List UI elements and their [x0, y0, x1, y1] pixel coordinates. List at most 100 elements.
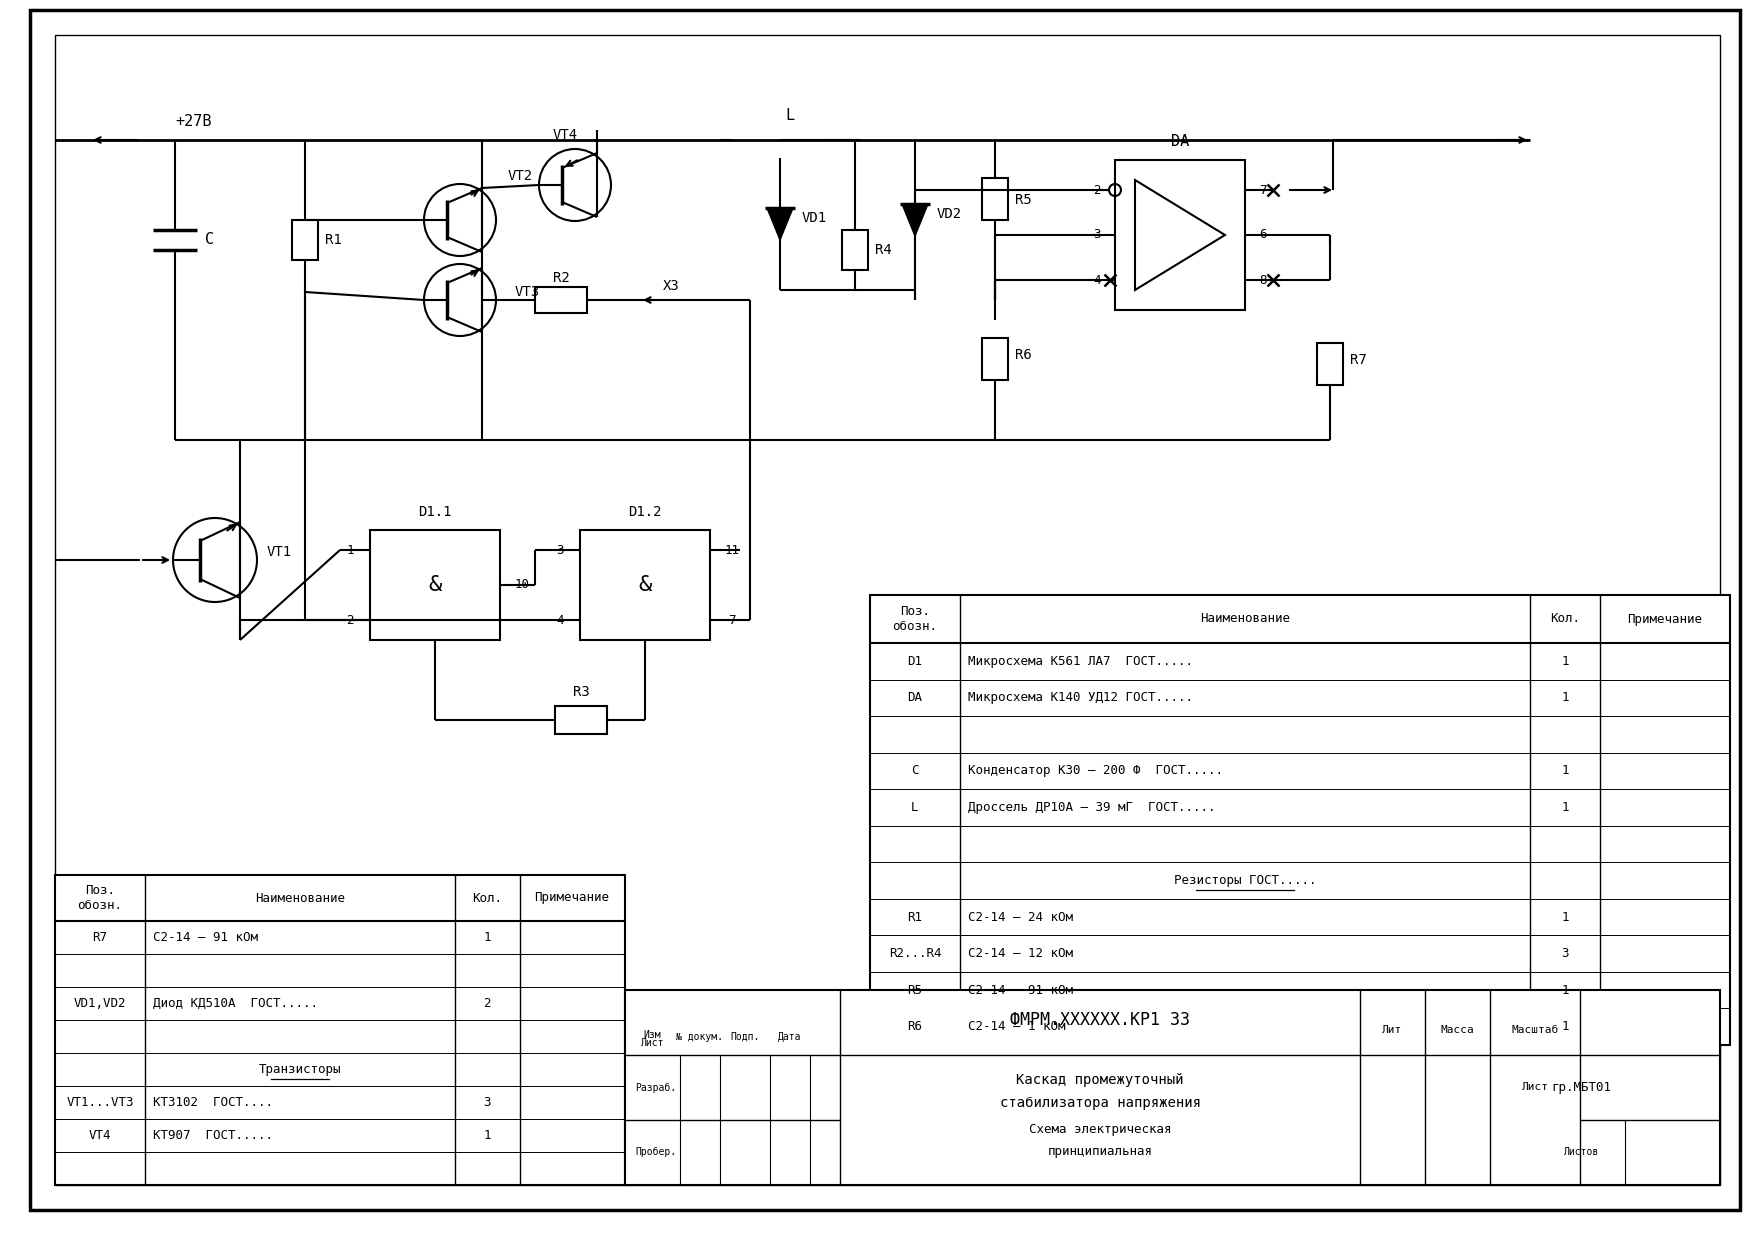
Text: № докум.: № докум. [677, 1032, 723, 1042]
Text: 3: 3 [556, 543, 563, 557]
Text: VD1: VD1 [802, 211, 828, 224]
Text: 1: 1 [1561, 692, 1568, 704]
Bar [982, 179, 1009, 219]
Bar [624, 990, 1721, 1185]
Text: &: & [428, 575, 442, 595]
Text: 6: 6 [1259, 228, 1266, 242]
Text: 1: 1 [1561, 801, 1568, 813]
Text: ФМРМ.ХXXXXX.КР1 ЗЗ: ФМРМ.ХXXXXX.КР1 ЗЗ [1010, 1011, 1189, 1029]
Text: Лист: Лист [640, 1038, 663, 1048]
Text: 1: 1 [1561, 983, 1568, 997]
Text: Примечание: Примечание [535, 892, 609, 904]
Text: Диод КД510А  ГОСТ.....: Диод КД510А ГОСТ..... [153, 997, 317, 1011]
Text: Транзисторы: Транзисторы [260, 1063, 342, 1076]
Text: 3: 3 [1093, 228, 1102, 242]
Text: 1: 1 [1561, 655, 1568, 668]
Bar [842, 229, 868, 270]
Bar [1116, 160, 1245, 310]
Text: 8: 8 [1259, 274, 1266, 286]
Text: 1: 1 [1561, 764, 1568, 777]
Text: 1: 1 [484, 931, 491, 944]
Text: Лит: Лит [1382, 1025, 1401, 1035]
Text: 4: 4 [556, 614, 563, 626]
Text: R4: R4 [875, 243, 891, 257]
Text: R7: R7 [1351, 353, 1366, 367]
Text: КТ3102  ГОСТ....: КТ3102 ГОСТ.... [153, 1096, 274, 1109]
Bar [1317, 343, 1344, 384]
Text: L: L [786, 109, 795, 124]
Text: Конденсатор К30 – 200 Ф  ГОСТ.....: Конденсатор К30 – 200 Ф ГОСТ..... [968, 764, 1223, 777]
Text: Микросхема К140 УД12 ГОСТ.....: Микросхема К140 УД12 ГОСТ..... [968, 692, 1193, 704]
Text: 7: 7 [1259, 184, 1266, 196]
Text: 2: 2 [346, 614, 354, 626]
Text: Поз.
обозн.: Поз. обозн. [893, 605, 937, 632]
Text: VT4: VT4 [89, 1128, 111, 1142]
Text: &: & [638, 575, 652, 595]
Text: VT2: VT2 [509, 169, 533, 184]
Text: Пробер.: Пробер. [635, 1147, 675, 1157]
Text: принципиальная: принципиальная [1047, 1146, 1152, 1158]
Text: +27B: +27B [175, 114, 212, 129]
Text: DA: DA [1172, 134, 1189, 150]
Text: R5: R5 [907, 983, 923, 997]
Text: 3: 3 [1561, 947, 1568, 960]
Text: Подп.: Подп. [730, 1032, 759, 1042]
Text: C: C [912, 764, 919, 777]
Text: VT3: VT3 [516, 285, 540, 299]
Text: Лист: Лист [1521, 1083, 1549, 1092]
Text: R7: R7 [93, 931, 107, 944]
Text: 3: 3 [484, 1096, 491, 1109]
Text: Кол.: Кол. [472, 892, 502, 904]
Text: 2: 2 [1093, 184, 1102, 196]
Text: Изм: Изм [644, 1030, 661, 1040]
Text: С2-14 – 12 кОм: С2-14 – 12 кОм [968, 947, 1073, 960]
Text: 4: 4 [1093, 274, 1102, 286]
Text: R3: R3 [572, 684, 589, 699]
Text: Наименование: Наименование [254, 892, 346, 904]
Text: C: C [205, 233, 214, 248]
Text: Резисторы ГОСТ.....: Резисторы ГОСТ..... [1173, 874, 1316, 887]
Text: Дроссель ДР10А – 39 мГ  ГОСТ.....: Дроссель ДР10А – 39 мГ ГОСТ..... [968, 801, 1216, 813]
Text: С2-14 – 24 кОм: С2-14 – 24 кОм [968, 910, 1073, 924]
Text: Масштаб: Масштаб [1512, 1025, 1559, 1035]
Bar [535, 286, 588, 312]
Text: С2-14 – 1 кОм: С2-14 – 1 кОм [968, 1021, 1065, 1033]
Text: Микросхема К561 ЛА7  ГОСТ.....: Микросхема К561 ЛА7 ГОСТ..... [968, 655, 1193, 668]
Text: 2: 2 [484, 997, 491, 1011]
Text: 1: 1 [1561, 1021, 1568, 1033]
Text: 10: 10 [514, 579, 530, 591]
Polygon shape [902, 205, 928, 236]
Text: R5: R5 [1016, 193, 1031, 207]
Polygon shape [766, 208, 793, 241]
Text: DA: DA [907, 692, 923, 704]
Text: стабилизатора напряжения: стабилизатора напряжения [1000, 1096, 1200, 1110]
Text: гр.МБТ01: гр.МБТ01 [1551, 1080, 1610, 1094]
Text: Разраб.: Разраб. [635, 1083, 675, 1092]
Bar [554, 706, 607, 734]
Bar [581, 529, 710, 640]
Text: VT1...VT3: VT1...VT3 [67, 1096, 133, 1109]
Text: VD2: VD2 [937, 207, 963, 221]
Text: 1: 1 [346, 543, 354, 557]
Text: R6: R6 [1016, 348, 1031, 362]
Text: L: L [912, 801, 919, 813]
Text: R1: R1 [907, 910, 923, 924]
Bar [870, 595, 1729, 1045]
Text: 1: 1 [1561, 910, 1568, 924]
Text: Наименование: Наименование [1200, 613, 1289, 625]
Text: VT1: VT1 [267, 546, 293, 559]
Text: 7: 7 [728, 614, 735, 626]
Text: R1: R1 [324, 233, 342, 247]
Text: КТ907  ГОСТ.....: КТ907 ГОСТ..... [153, 1128, 274, 1142]
Bar [54, 875, 624, 1185]
Text: Каскад промежуточный: Каскад промежуточный [1016, 1073, 1184, 1087]
Text: Примечание: Примечание [1628, 613, 1703, 625]
Text: VT4: VT4 [553, 128, 577, 143]
Text: D1: D1 [907, 655, 923, 668]
Text: D1.2: D1.2 [628, 505, 661, 520]
Text: С2-14 – 91 кОм: С2-14 – 91 кОм [968, 983, 1073, 997]
Text: R2...R4: R2...R4 [889, 947, 942, 960]
Text: Масса: Масса [1440, 1025, 1473, 1035]
Text: Схема электрическая: Схема электрическая [1030, 1123, 1172, 1137]
Text: R2: R2 [553, 272, 570, 285]
